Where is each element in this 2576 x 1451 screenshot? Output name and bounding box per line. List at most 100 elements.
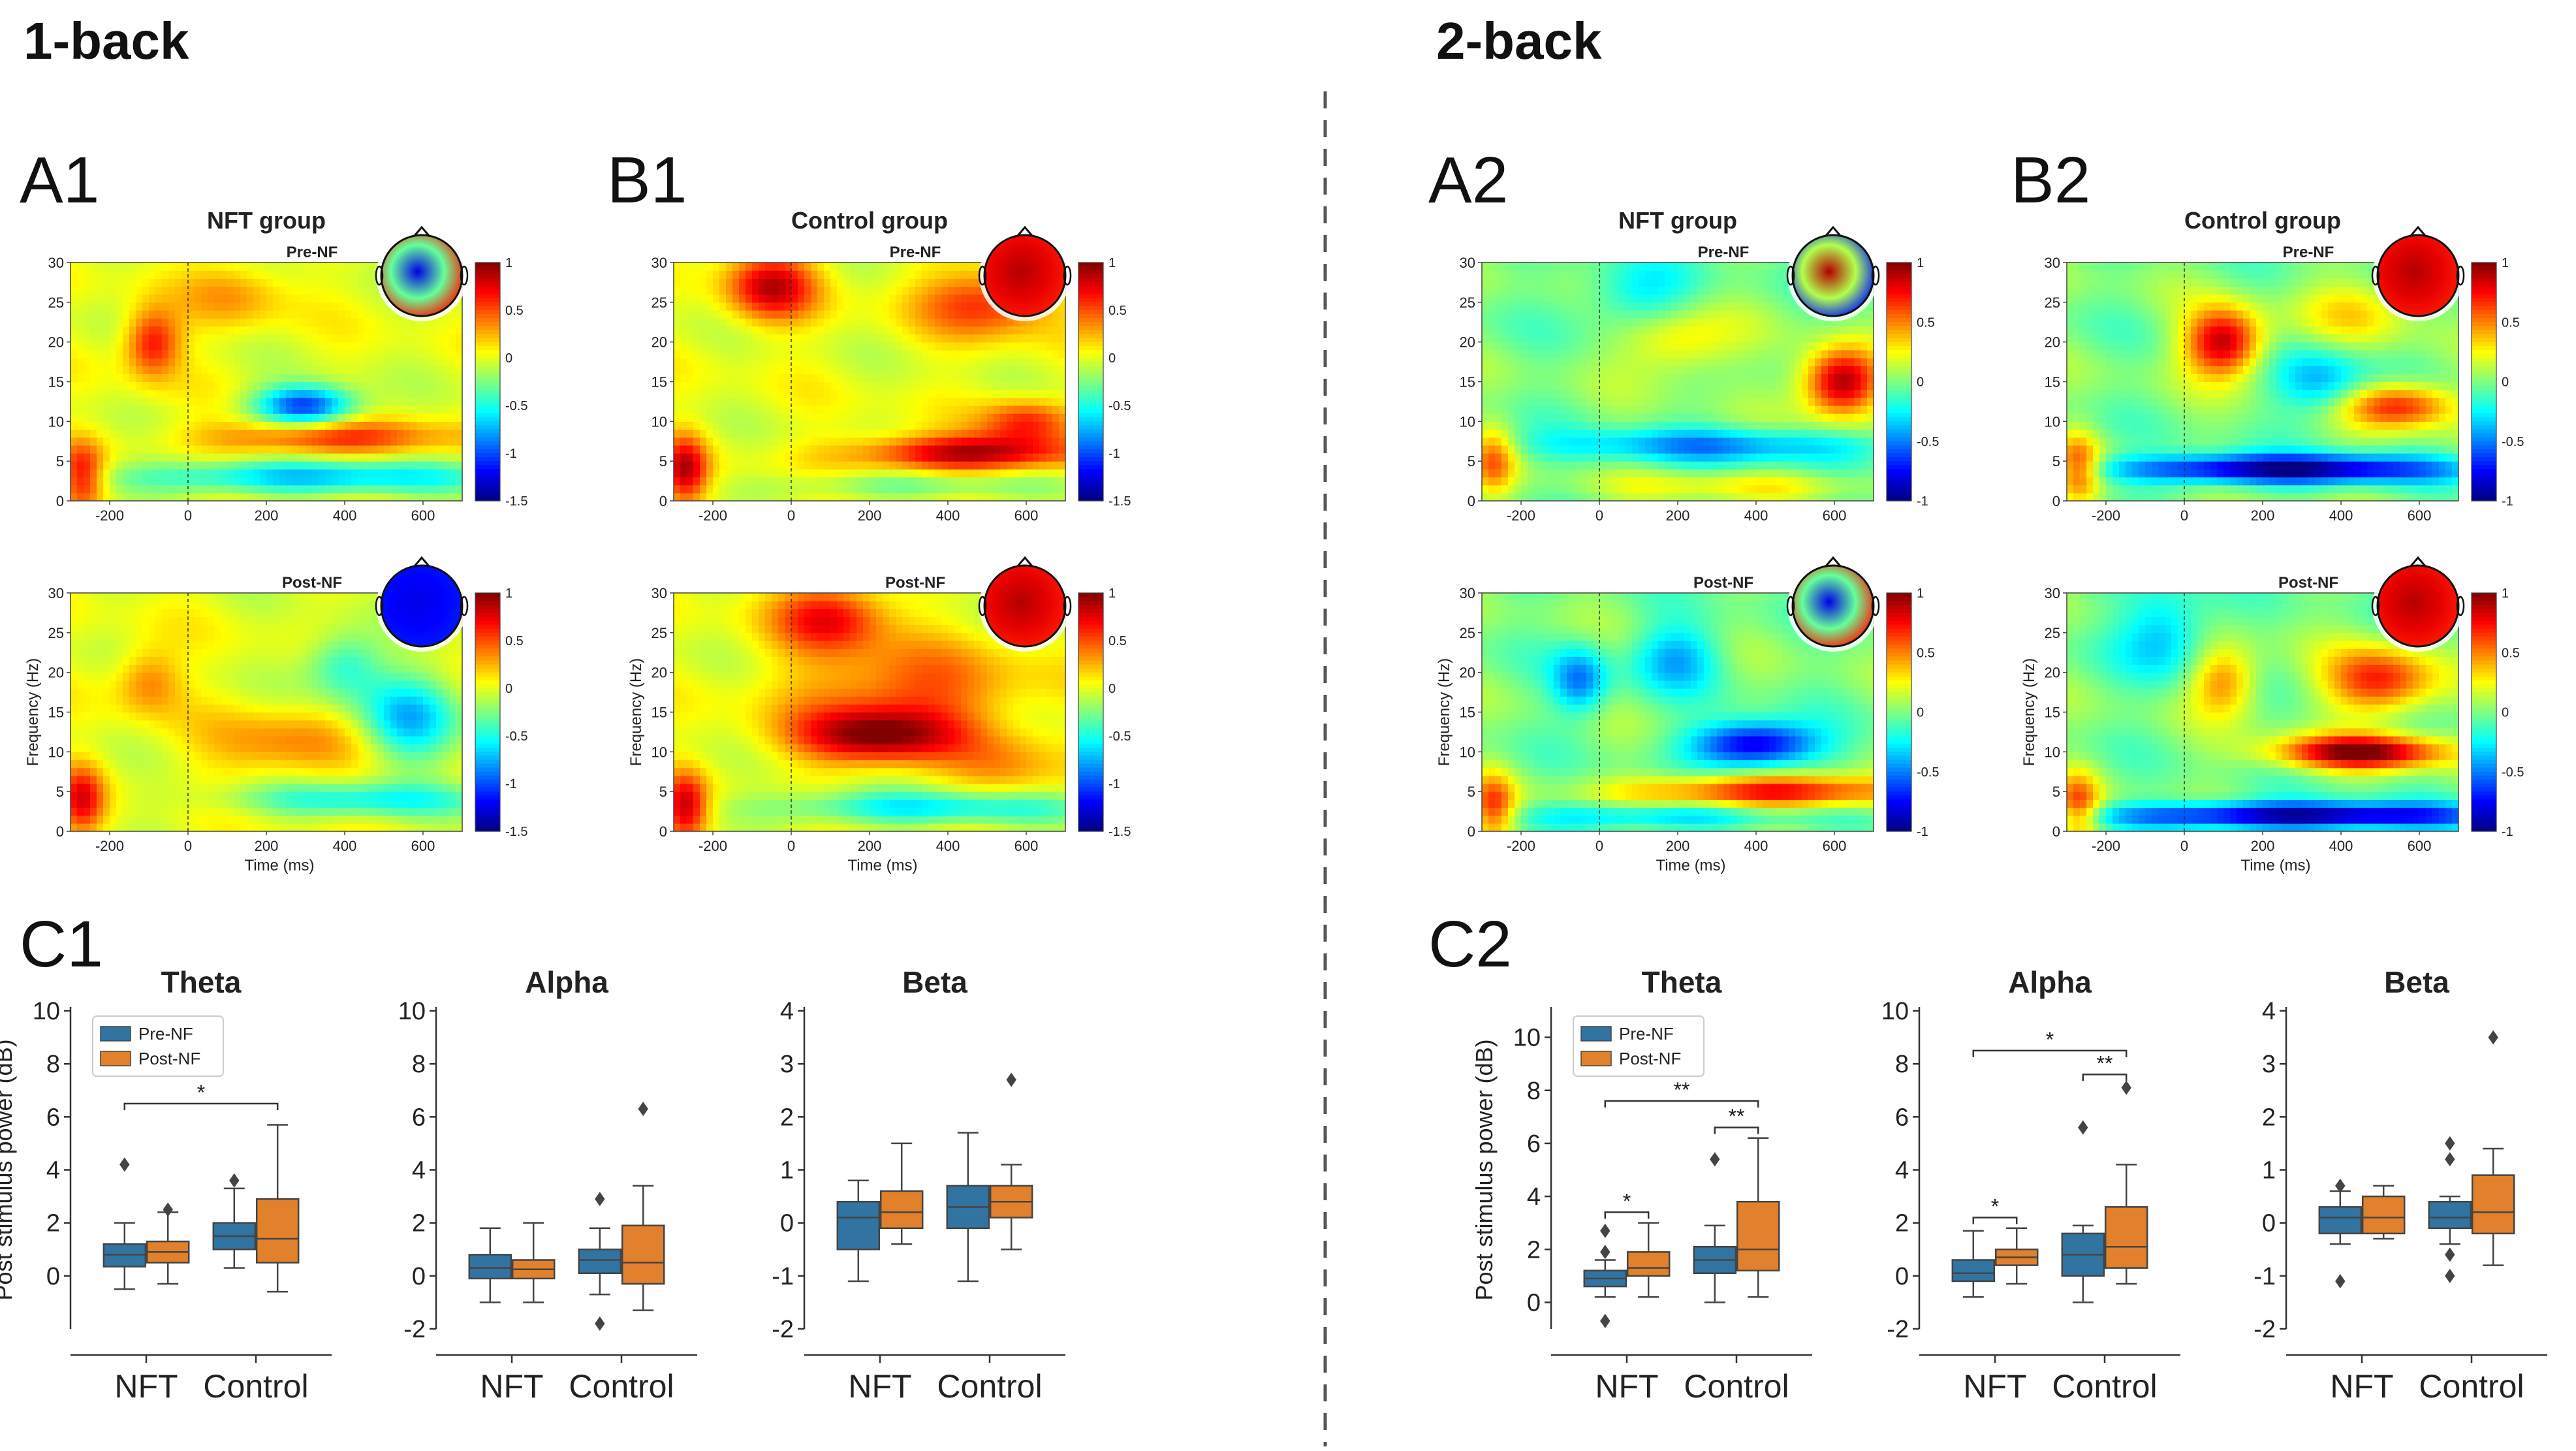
heatmap-cell (719, 381, 727, 391)
heatmap-cell (155, 406, 163, 414)
heatmap-cell (909, 263, 916, 271)
heatmap-cell (706, 374, 714, 383)
heatmap-cell (436, 727, 443, 737)
heatmap-cell (384, 445, 391, 454)
heatmap-cell (410, 318, 417, 327)
heatmap-cell (253, 624, 260, 633)
heatmap-cell (870, 342, 877, 351)
heatmap-cell (247, 664, 254, 673)
heatmap-cell (97, 453, 104, 462)
heatmap-cell (693, 278, 700, 287)
heatmap-cell (377, 492, 385, 502)
heatmap-cell (364, 759, 371, 769)
heatmap-cell (674, 381, 681, 391)
heatmap-cell (195, 286, 202, 295)
heatmap-cell (693, 397, 700, 406)
heatmap-cell (456, 704, 463, 713)
heatmap-cell (332, 326, 339, 335)
heatmap-cell (286, 704, 293, 713)
heatmap-cell (175, 632, 182, 641)
header-2-back: 2-back (1436, 12, 1602, 70)
heatmap-cell (674, 270, 681, 279)
heatmap-cell (221, 389, 228, 398)
heatmap-cell (332, 286, 339, 295)
heatmap-cell (719, 310, 727, 319)
heatmap-cell (371, 767, 378, 776)
heatmap-cell (142, 609, 149, 618)
heatmap-cell (136, 775, 143, 784)
heatmap-cell (168, 736, 176, 744)
heatmap-cell (843, 429, 851, 438)
heatmap-cell (319, 358, 326, 366)
heatmap-cell (817, 349, 825, 359)
heatmap-cell (227, 784, 234, 792)
heatmap-cell (279, 453, 287, 462)
heatmap-cell (110, 624, 117, 633)
heatmap-cell (292, 815, 300, 824)
heatmap-cell (162, 648, 169, 657)
heatmap-cell (208, 429, 215, 438)
heatmap-cell (279, 641, 287, 649)
heatmap-cell (208, 720, 215, 729)
heatmap-cell (155, 609, 163, 618)
heatmap-cell (719, 492, 727, 502)
heatmap-cell (410, 696, 417, 705)
heatmap-cell (123, 688, 130, 697)
heatmap-cell (279, 680, 287, 689)
colorbar-segment (475, 609, 500, 614)
heatmap-cell (123, 791, 130, 800)
heatmap-cell (116, 696, 123, 705)
heatmap-cell (430, 397, 437, 406)
heatmap-cell (403, 688, 411, 697)
heatmap-cell (791, 326, 798, 335)
heatmap-cell (77, 807, 84, 816)
heatmap-cell (824, 334, 831, 343)
heatmap-cell (443, 656, 450, 665)
heatmap-cell (90, 421, 97, 430)
heatmap-cell (371, 342, 378, 351)
heatmap-cell (299, 807, 306, 816)
heatmap-cell (221, 672, 228, 681)
heatmap-cell (84, 609, 91, 618)
heatmap-cell (371, 318, 378, 327)
heatmap-cell (351, 767, 358, 776)
heatmap-cell (843, 342, 851, 351)
heatmap-cell (155, 263, 163, 271)
heatmap-cell (403, 791, 411, 800)
heatmap-cell (804, 310, 811, 319)
heatmap-cell (299, 616, 306, 626)
heatmap-cell (713, 366, 720, 374)
heatmap-cell (876, 492, 883, 502)
heatmap-cell (260, 302, 267, 311)
heatmap-cell (90, 453, 97, 462)
heatmap-cell (273, 624, 280, 633)
heatmap-cell (870, 349, 877, 359)
heatmap-cell (103, 616, 110, 626)
heatmap-cell (351, 453, 358, 462)
heatmap-cell (785, 374, 792, 383)
heatmap-cell (390, 720, 398, 729)
heatmap-cell (902, 278, 909, 287)
heatmap-cell (279, 712, 287, 721)
heatmap-cell (90, 397, 97, 406)
heatmap-cell (71, 413, 78, 422)
heatmap-cell (830, 374, 838, 383)
heatmap-cell (371, 624, 378, 633)
colorbar-segment (475, 294, 500, 299)
heatmap-cell (286, 815, 293, 824)
heatmap-cell (260, 752, 267, 761)
heatmap-cell (260, 349, 267, 359)
heatmap-cell (338, 278, 345, 287)
heatmap-cell (345, 767, 352, 776)
heatmap-cell (759, 492, 766, 502)
heatmap-cell (752, 453, 759, 462)
heatmap-cell (175, 641, 182, 649)
heatmap-cell (71, 334, 78, 343)
heatmap-cell (162, 477, 169, 486)
heatmap-cell (746, 485, 753, 494)
heatmap-cell (423, 799, 430, 808)
heatmap-cell (319, 593, 326, 601)
heatmap-cell (706, 469, 714, 478)
heatmap-cell (129, 648, 136, 657)
heatmap-cell (168, 744, 176, 752)
